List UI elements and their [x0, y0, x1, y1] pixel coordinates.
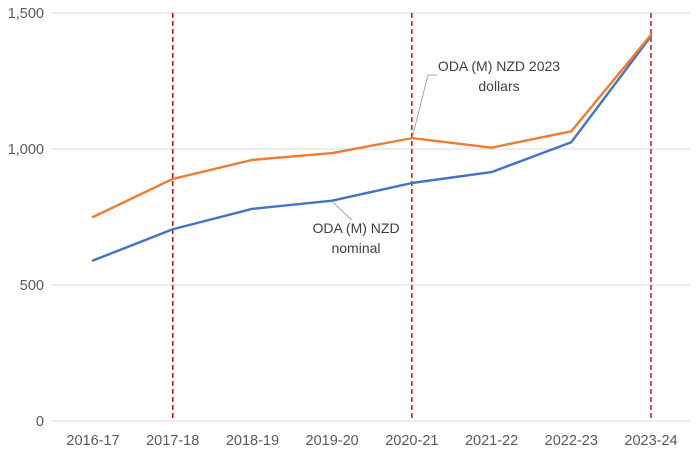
y-axis-tick-label: 500: [20, 278, 44, 294]
y-axis-tick-label: 1,000: [8, 142, 44, 158]
x-axis-tick-label: 2019-20: [306, 433, 359, 449]
series-line-oda-m-nzd-nominal: [91, 34, 653, 262]
series-line-oda-m-nzd-2023-dollars: [91, 33, 653, 219]
annotation-oda-nominal: ODA (M) NZD nominal: [312, 220, 400, 256]
x-axis-tick-label: 2020-21: [385, 433, 438, 449]
y-axis-tick-label: 0: [36, 414, 44, 430]
x-axis-tick-label: 2021-22: [465, 433, 518, 449]
x-axis-tick-label: 2023-24: [624, 433, 677, 449]
annotation-oda-2023-dollars: ODA (M) NZD 2023 dollars: [437, 58, 561, 94]
y-axis-tick-label: 1,500: [8, 6, 44, 22]
x-axis-tick-label: 2017-18: [146, 433, 199, 449]
x-axis-tick-label: 2022-23: [545, 433, 598, 449]
annotation-leader-line: [412, 74, 437, 136]
x-axis-tick-label: 2016-17: [66, 433, 119, 449]
annotation-leader-line: [332, 202, 353, 221]
x-axis-tick-label: 2018-19: [226, 433, 279, 449]
